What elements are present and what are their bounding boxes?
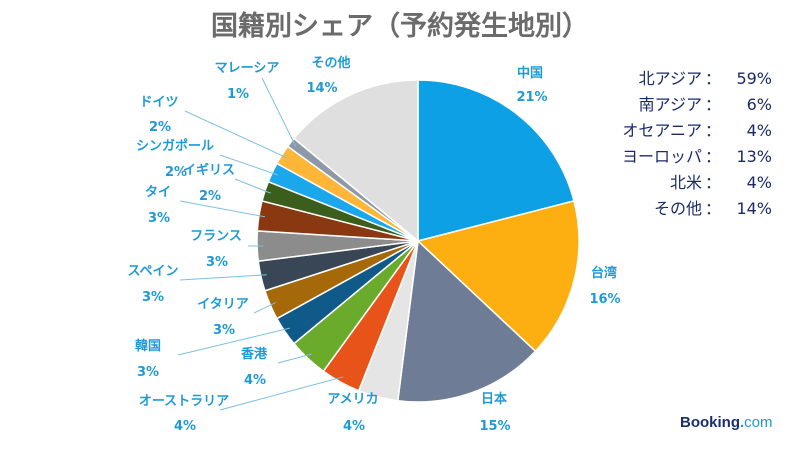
summary-value: 59% <box>736 69 772 88</box>
slice-value-label: 3% <box>206 255 228 270</box>
summary-sep: ： <box>704 173 721 192</box>
summary-sep: ： <box>704 199 721 218</box>
slice-value-label: 3% <box>148 211 170 226</box>
chart-title: 国籍別シェア（予約発生地別） <box>211 11 589 42</box>
booking-logo: Booking.com <box>680 414 773 431</box>
leader-line-10 <box>179 200 265 218</box>
leader-line-14 <box>261 77 296 147</box>
slice-value-label: 2% <box>149 120 171 135</box>
leader-line-6 <box>177 327 290 356</box>
pie-slice-15 <box>292 79 419 243</box>
slice-value-label: 4% <box>343 419 365 434</box>
leader-line-4 <box>219 376 344 411</box>
summary-sep: ： <box>704 121 721 140</box>
slice-name-label: 香港 <box>240 346 268 362</box>
summary-name: 北アジア <box>638 69 702 88</box>
summary-row: その他： 14% <box>596 196 772 222</box>
summary-value: 13% <box>736 147 772 166</box>
pie-slice-2 <box>396 239 537 403</box>
slice-value-label: 1% <box>227 87 249 102</box>
slice-value-label: 3% <box>142 290 164 305</box>
logo-tld: com <box>744 414 773 431</box>
summary-row: 北アジア： 59% <box>596 66 772 92</box>
slice-value-label: 3% <box>213 323 235 338</box>
slice-value-label: 21% <box>516 90 547 105</box>
slice-name-label: オーストラリア <box>139 394 229 409</box>
summary-name: 南アジア <box>638 95 702 114</box>
pie-slice-1 <box>416 200 580 353</box>
summary-value: 14% <box>736 199 772 218</box>
slice-value-label: 15% <box>479 419 510 434</box>
slice-name-label: アメリカ <box>327 392 378 407</box>
summary-name: 北米 <box>669 173 702 192</box>
leader-line-8 <box>179 274 267 281</box>
slice-name-label: その他 <box>311 55 350 71</box>
slice-name-label: スペイン <box>127 264 178 279</box>
leader-line-7 <box>253 302 276 314</box>
leader-line-13 <box>184 110 288 159</box>
slice-name-label: タイ <box>145 185 171 200</box>
summary-sep: ： <box>704 95 721 114</box>
summary-name: オセアニア <box>622 121 702 140</box>
summary-value: 4% <box>746 173 772 192</box>
logo-dot: . <box>740 414 745 431</box>
slice-value-label: 4% <box>244 373 266 388</box>
summary-value: 4% <box>746 121 772 140</box>
slice-name-label: イギリス <box>183 162 235 178</box>
slice-name-label: イタリア <box>197 297 248 312</box>
summary-value: 6% <box>746 95 772 114</box>
slice-value-label: 14% <box>306 81 337 96</box>
leader-line-11 <box>234 178 271 194</box>
summary-row: オセアニア： 4% <box>596 118 772 144</box>
summary-sep: ： <box>704 147 721 166</box>
slice-name-label: 台湾 <box>591 265 617 281</box>
summary-row: ヨーロッパ： 13% <box>596 144 772 170</box>
slice-name-label: シンガポール <box>136 138 214 154</box>
slice-value-label: 4% <box>174 419 196 434</box>
slice-value-label: 16% <box>589 292 620 307</box>
slice-name-label: 韓国 <box>135 338 161 354</box>
summary-name: その他 <box>653 199 702 218</box>
slice-value-label: 2% <box>165 165 187 180</box>
leader-line-5 <box>277 353 313 364</box>
slice-name-label: 中国 <box>517 65 543 81</box>
slice-name-label: マレーシア <box>215 61 280 76</box>
summary-row: 北米： 4% <box>596 170 772 196</box>
summary-row: 南アジア： 6% <box>596 92 772 118</box>
logo-name: Booking <box>680 414 740 431</box>
leader-line-12 <box>219 154 278 176</box>
slice-value-label: 3% <box>137 365 159 380</box>
slice-name-label: フランス <box>190 229 242 244</box>
slice-value-label: 2% <box>199 189 221 204</box>
slice-name-label: 日本 <box>481 391 507 407</box>
summary-sep: ： <box>704 69 721 88</box>
region-summary: 北アジア： 59% 南アジア： 6% オセアニア： 4% ヨーロッパ： 13% 北米： 4… <box>596 66 772 222</box>
summary-name: ヨーロッパ <box>621 147 702 166</box>
pie-slice-0 <box>417 79 575 242</box>
slice-name-label: ドイツ <box>139 95 178 110</box>
